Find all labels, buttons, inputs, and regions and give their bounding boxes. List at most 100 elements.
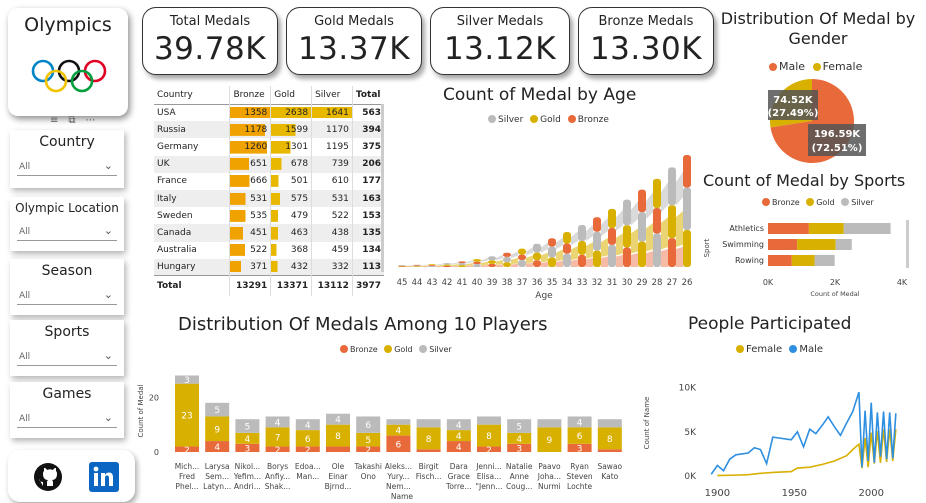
age-ribbon-segment [563, 231, 571, 244]
player-name-label: Man... [296, 472, 319, 481]
value-cell: 563 [351, 104, 384, 122]
table-header-gold[interactable]: Gold [270, 86, 312, 104]
age-ribbon-link [571, 231, 578, 246]
table-header-total[interactable]: Total [351, 86, 384, 104]
table-header-silver[interactable]: Silver [311, 86, 353, 104]
player-bar-label: 2 [365, 446, 371, 456]
table-header-country[interactable]: Country [157, 89, 193, 100]
age-ribbon-segment [488, 263, 496, 267]
value-cell: 1641 [311, 104, 353, 122]
table-row[interactable]: Hungary 371 432 332 113 [154, 258, 384, 276]
chevron-down-icon: ⌄ [103, 288, 113, 301]
age-ribbon-link [601, 237, 608, 258]
player-bar-label: 4 [456, 443, 462, 453]
slicer-olympic-location[interactable]: Olympic Location All ⌄ [10, 197, 124, 251]
season-dropdown[interactable]: All ⌄ [17, 287, 117, 305]
age-ribbon-segment [638, 189, 646, 213]
player-name-label: Yefim... [233, 472, 261, 481]
participation-legend: Female Male [732, 344, 823, 355]
value-cell: 651 [229, 155, 271, 173]
filter-icon[interactable]: ≡ [50, 115, 69, 126]
age-ribbon-segment [488, 256, 496, 261]
age-ribbon-chart: 45 44 43 42 41 40 39 38 37 36 35 34 33 32 31 30 29 28 27 26… [397, 155, 693, 301]
age-ribbon-segment [473, 264, 481, 267]
focus-mode-icon[interactable]: ⧉ [68, 115, 86, 126]
age-ribbon-segment [398, 266, 406, 267]
player-bar-label: 4 [456, 421, 462, 431]
player-bar-segment [386, 435, 411, 452]
people-y-tick: 0K [684, 472, 697, 482]
slicer-season[interactable]: Season All ⌄ [10, 259, 124, 315]
value-cell: 531 [311, 189, 353, 208]
more-options-icon[interactable]: ⋯ [85, 115, 106, 126]
github-icon[interactable] [33, 462, 63, 492]
player-name-label: Anne [510, 472, 530, 481]
player-name-label: Steven [567, 472, 593, 481]
age-ribbon-segment [623, 199, 631, 226]
people-y-axis-label: Count of Name [643, 397, 651, 450]
age-ribbon-segment [428, 265, 436, 267]
age-ribbon-segment [473, 261, 481, 265]
slicer-country[interactable]: Country All ⌄ [10, 130, 124, 188]
player-bar-segment [567, 427, 592, 444]
player-bar-label: 4 [516, 435, 522, 445]
table-row[interactable]: USA 1358 2638 1641 563 [154, 104, 384, 122]
table-row[interactable]: Russia 1178 1599 1170 394 [154, 121, 384, 139]
table-row[interactable]: Canada 451 463 438 135 [154, 224, 384, 242]
player-y-tick: 20 [149, 393, 159, 402]
age-ribbon-link [421, 264, 428, 266]
age-ribbon-link [436, 266, 443, 267]
pie-label-bg [768, 90, 818, 120]
age-tick-label: 42 [442, 278, 453, 288]
linkedin-icon[interactable] [89, 462, 119, 492]
age-ribbon-link [631, 201, 638, 226]
value-cell: 1301 [270, 138, 312, 156]
gender-pie-chart: 74.52K (27.49%) 196.59K (72.51%) [768, 79, 866, 163]
value-cell: 206 [351, 155, 384, 173]
age-ribbon-link [661, 217, 668, 250]
player-bar-label: 8 [335, 432, 341, 442]
slicer-sports[interactable]: Sports All ⌄ [10, 320, 124, 376]
player-bar-label: 3 [184, 376, 190, 386]
value-cell: 522 [229, 241, 271, 259]
player-bar-segment [175, 375, 199, 384]
player-name-label: Larysa [205, 462, 230, 471]
sport-bar-segment [797, 239, 836, 250]
pie-label-male: 196.59K [814, 129, 862, 140]
age-tick-label: 44 [412, 278, 423, 288]
kpi-total-medals: Total Medals 39.78K [142, 7, 278, 75]
olympic-location-dropdown[interactable]: All ⌄ [17, 223, 117, 241]
age-ribbon-link [646, 222, 653, 252]
age-ribbon-link [496, 259, 503, 265]
age-ribbon-link [451, 264, 458, 267]
kpi-silver-medals: Silver Medals 13.12K [430, 7, 570, 75]
age-ribbon-link [496, 264, 503, 267]
country-dropdown[interactable]: All ⌄ [17, 158, 117, 176]
player-name-label: Bjrnd... [325, 482, 352, 491]
table-row[interactable]: Sweden 535 479 522 153 [154, 207, 384, 225]
slicer-games[interactable]: Games All ⌄ [10, 382, 124, 438]
age-tick-label: 31 [607, 278, 618, 288]
age-tick-label: 37 [517, 278, 528, 288]
player-name-label: Coug... [506, 482, 533, 491]
sports-dropdown[interactable]: All ⌄ [17, 348, 117, 366]
table-row[interactable]: Australia 522 368 459 134 [154, 241, 384, 259]
age-tick-label: 26 [682, 278, 693, 288]
games-dropdown[interactable]: All ⌄ [17, 410, 117, 428]
table-row[interactable]: France 666 501 610 177 [154, 172, 384, 190]
age-ribbon-segment [533, 260, 541, 267]
age-ribbon-link [601, 217, 608, 237]
table-header-bronze[interactable]: Bronze [229, 86, 271, 104]
table-scrollbar[interactable] [381, 104, 384, 272]
country-cell: Australia [157, 245, 197, 256]
table-row[interactable]: Germany 1260 1301 1195 375 [154, 138, 384, 156]
sport-bar-segment [768, 239, 798, 250]
age-ribbon-link [481, 265, 488, 267]
table-row[interactable]: UK 651 678 739 206 [154, 155, 384, 173]
country-cell: Russia [157, 124, 186, 135]
age-ribbon-link [541, 252, 548, 263]
player-bar-segment [356, 446, 381, 452]
player-bar-segment [295, 446, 320, 452]
age-ribbon-link [436, 263, 443, 266]
table-row[interactable]: Italy 531 575 531 163 [154, 189, 384, 208]
